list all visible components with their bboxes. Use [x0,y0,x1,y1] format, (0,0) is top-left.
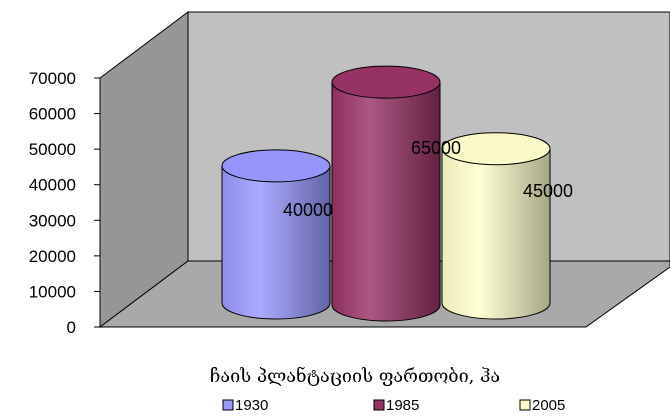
cylinder-top [441,132,551,166]
y-tick-label: 30000 [29,211,76,230]
y-axis: 0 10000 20000 30000 40000 50000 60000 70000 [29,69,100,337]
bar-1930 [221,149,331,320]
y-tick-label: 0 [67,318,76,337]
bars [221,65,551,322]
legend-swatch [373,399,385,411]
y-tick-label: 10000 [29,282,76,301]
legend-item-2005: 2005 [519,397,565,414]
cylinder-top [221,149,331,183]
data-label-2005: 45000 [523,181,573,201]
y-tick-label: 20000 [29,247,76,266]
legend: 1930 1985 2005 [222,397,565,414]
y-tick-label: 40000 [29,176,76,195]
legend-label: 1985 [386,397,419,414]
y-tick-label: 60000 [29,105,76,124]
bar-1985 [331,65,441,322]
x-axis-label: ჩაის პლანტაციის ფართობი, ჰა [210,365,500,387]
bar-2005 [441,132,551,320]
legend-swatch [519,399,531,411]
cylinder-body [331,81,441,322]
data-labels: 40000 65000 45000 [283,138,573,220]
y-tick-label: 50000 [29,140,76,159]
legend-item-1985: 1985 [373,397,419,414]
legend-label: 2005 [532,397,565,414]
cylinder-body [441,148,551,320]
data-label-1985: 65000 [411,138,461,158]
cylinder-top [331,65,441,99]
data-label-1930: 40000 [283,200,333,220]
legend-swatch [222,399,234,411]
legend-item-1930: 1930 [222,397,268,414]
legend-label: 1930 [235,397,268,414]
cylinder-body [221,165,331,320]
y-tick-label: 70000 [29,69,76,88]
